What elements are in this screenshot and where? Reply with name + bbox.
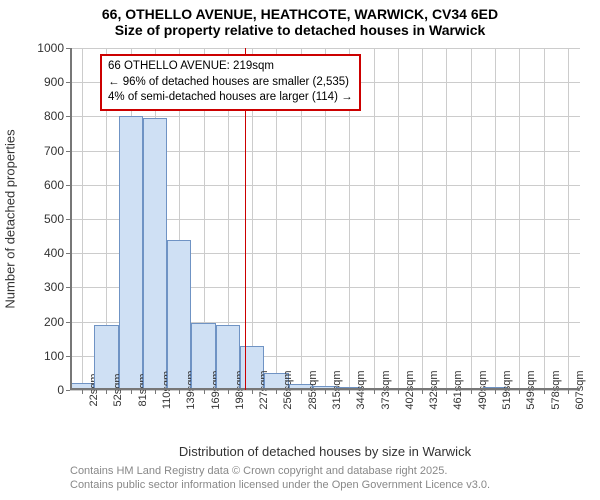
gridline-v	[398, 48, 399, 390]
xtick-mark	[374, 390, 375, 394]
callout-line: 4% of semi-detached houses are larger (1…	[108, 90, 353, 106]
histogram-bar	[143, 118, 167, 390]
xtick-mark	[568, 390, 569, 394]
xtick-label: 461sqm	[450, 370, 464, 409]
xtick-mark	[131, 390, 132, 394]
xtick-mark	[179, 390, 180, 394]
ytick-mark	[66, 390, 70, 391]
x-axis-label: Distribution of detached houses by size …	[179, 444, 471, 459]
xtick-label: 344sqm	[353, 370, 367, 409]
footer-line2: Contains public sector information licen…	[70, 478, 490, 492]
xtick-mark	[228, 390, 229, 394]
gridline-v	[446, 48, 447, 390]
gridline-v	[495, 48, 496, 390]
xtick-label: 256sqm	[280, 370, 294, 409]
xtick-label: 285sqm	[305, 370, 319, 409]
chart-title-line2: Size of property relative to detached ho…	[0, 22, 600, 38]
xtick-mark	[204, 390, 205, 394]
xtick-mark	[325, 390, 326, 394]
callout-box: 66 OTHELLO AVENUE: 219sqm← 96% of detach…	[100, 54, 361, 111]
xtick-mark	[446, 390, 447, 394]
y-axis-label: Number of detached properties	[3, 129, 18, 308]
callout-line: 66 OTHELLO AVENUE: 219sqm	[108, 59, 353, 75]
chart-title-line1: 66, OTHELLO AVENUE, HEATHCOTE, WARWICK, …	[0, 0, 600, 22]
histogram-bar	[119, 116, 143, 390]
histogram-bar	[167, 240, 191, 390]
xtick-label: 373sqm	[378, 370, 392, 409]
gridline-v	[471, 48, 472, 390]
xtick-mark	[544, 390, 545, 394]
gridline-v	[544, 48, 545, 390]
xtick-label: 549sqm	[523, 370, 537, 409]
xtick-label: 607sqm	[572, 370, 586, 409]
gridline-v	[568, 48, 569, 390]
footer-line1: Contains HM Land Registry data © Crown c…	[70, 464, 490, 478]
xtick-label: 490sqm	[475, 370, 489, 409]
gridline-v	[82, 48, 83, 390]
xtick-mark	[349, 390, 350, 394]
xtick-label: 432sqm	[426, 370, 440, 409]
xtick-mark	[276, 390, 277, 394]
xtick-mark	[398, 390, 399, 394]
gridline-v	[519, 48, 520, 390]
xtick-label: 315sqm	[329, 370, 343, 409]
xtick-mark	[471, 390, 472, 394]
xtick-mark	[422, 390, 423, 394]
plot-area: 0100200300400500600700800900100022sqm52s…	[70, 48, 580, 390]
x-axis-line	[70, 388, 580, 390]
callout-line: ← 96% of detached houses are smaller (2,…	[108, 75, 353, 91]
gridline-v	[374, 48, 375, 390]
xtick-mark	[301, 390, 302, 394]
xtick-label: 578sqm	[548, 370, 562, 409]
xtick-mark	[155, 390, 156, 394]
xtick-label: 519sqm	[499, 370, 513, 409]
footer-attribution: Contains HM Land Registry data © Crown c…	[70, 464, 490, 493]
xtick-mark	[106, 390, 107, 394]
gridline-v	[422, 48, 423, 390]
xtick-mark	[519, 390, 520, 394]
xtick-mark	[495, 390, 496, 394]
xtick-mark	[252, 390, 253, 394]
y-axis-line	[70, 48, 72, 390]
xtick-mark	[82, 390, 83, 394]
xtick-label: 402sqm	[402, 370, 416, 409]
